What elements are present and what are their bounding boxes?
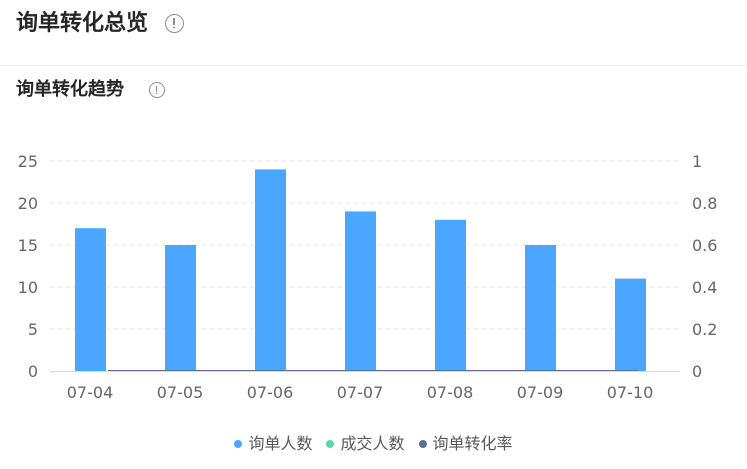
x-tick-label: 07-08 [427, 383, 474, 402]
bar-07-08 [435, 219, 466, 371]
info-icon[interactable] [165, 14, 184, 33]
y-tick-label: 5 [28, 320, 38, 339]
legend-label: 询单转化率 [432, 434, 513, 453]
legend-label: 成交人数 [340, 434, 405, 453]
bar-07-06 [255, 169, 286, 371]
y-tick-label: 10 [18, 278, 38, 297]
y2-tick-label: 0 [692, 362, 702, 381]
bar-07-05 [165, 245, 196, 371]
x-tick-label: 07-10 [607, 383, 654, 402]
bar-07-10 [615, 278, 646, 371]
y-tick-label: 15 [18, 236, 38, 255]
x-tick-label: 07-09 [517, 383, 564, 402]
chart-legend: 询单人数 成交人数 询单转化率 [0, 430, 747, 454]
y2-tick-label: 0.4 [692, 278, 717, 297]
x-tick-label: 07-07 [337, 383, 384, 402]
y2-tick-label: 1 [692, 152, 702, 171]
y2-tick-label: 0.6 [692, 236, 717, 255]
y2-tick-label: 0.8 [692, 194, 717, 213]
legend-item[interactable]: 询单人数 [234, 430, 312, 454]
x-tick-label: 07-04 [67, 383, 114, 402]
legend-dot-icon [418, 439, 427, 448]
page-title: 询单转化总览 [16, 11, 149, 36]
legend-dot-icon [326, 439, 335, 448]
y2-tick-label: 0.2 [692, 320, 717, 339]
section-info-icon[interactable] [149, 82, 165, 98]
y-tick-label: 25 [18, 152, 38, 171]
y-tick-label: 0 [28, 362, 38, 381]
legend-item[interactable]: 成交人数 [326, 430, 405, 454]
x-tick-label: 07-06 [247, 383, 294, 402]
legend-label: 询单人数 [248, 434, 313, 453]
trend-chart: 0 5 10 15 20 25 0 0.2 0.4 0.6 0.8 1 07-04 07-05 07-06 0… [18, 152, 718, 402]
bar-07-07 [345, 211, 376, 371]
overview-header: 询单转化总览 [0, 0, 747, 66]
bar-07-09 [525, 245, 556, 371]
bar-07-04 [75, 228, 106, 371]
x-tick-label: 07-05 [157, 383, 204, 402]
section-title: 询单转化趋势 [16, 79, 124, 100]
y-tick-label: 20 [18, 194, 38, 213]
legend-item[interactable]: 询单转化率 [418, 430, 513, 454]
legend-dot-icon [234, 439, 243, 448]
